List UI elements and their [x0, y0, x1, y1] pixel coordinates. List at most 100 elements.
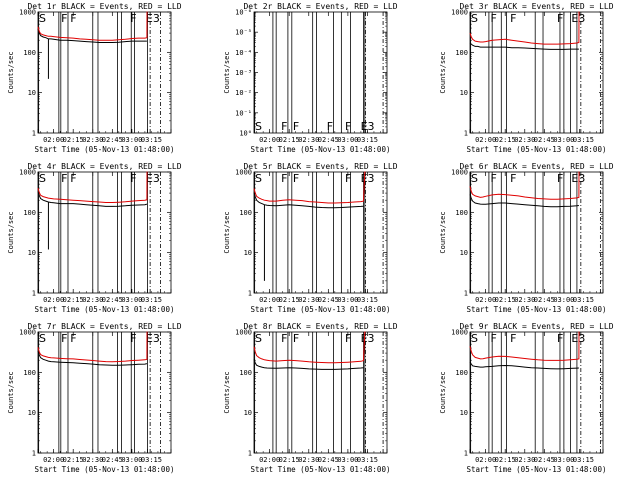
x-tick-label: 03:15	[141, 136, 162, 144]
x-axis-label: Start Time (05-Nov-13 01:48:00)	[467, 465, 607, 474]
x-tick-label: 02:15	[279, 136, 300, 144]
y-tick-label: 10⁰	[239, 130, 252, 138]
x-axis-label: Start Time (05-Nov-13 01:48:00)	[35, 305, 175, 314]
x-axis-label: Start Time (05-Nov-13 01:48:00)	[251, 305, 391, 314]
panel-det-8r: Det 8r BLACK = Events, RED = LLD Counts/s…	[223, 322, 398, 474]
panel-title: Det 1r BLACK = Events, RED = LLD	[27, 2, 181, 11]
flag-label: E3	[146, 12, 160, 25]
y-axis-label: Counts/sec	[223, 211, 231, 253]
x-tick-label: 03:00	[553, 136, 574, 144]
panel-title: Det 5r BLACK = Events, RED = LLD	[243, 162, 397, 171]
x-tick-label: 02:30	[82, 456, 103, 464]
panel-title: Det 8r BLACK = Events, RED = LLD	[243, 322, 397, 331]
x-tick-label: 03:15	[357, 296, 378, 304]
x-tick-label: 02:00	[43, 136, 64, 144]
flag-label: S	[39, 332, 46, 345]
x-tick-label: 02:30	[298, 136, 319, 144]
flag-label: F	[491, 332, 497, 345]
y-tick-label: 10	[28, 249, 36, 257]
flag-label: S	[255, 332, 262, 345]
series-lld	[253, 171, 366, 204]
flag-label: F	[281, 120, 287, 133]
x-tick-label: 02:45	[318, 296, 339, 304]
flag-label: F	[61, 12, 67, 25]
y-tick-label: 100	[23, 49, 36, 57]
y-tick-label: 1000	[19, 329, 36, 337]
x-tick-label: 02:15	[63, 136, 84, 144]
panel-title: Det 9r BLACK = Events, RED = LLD	[459, 322, 613, 331]
flag-label: F	[557, 172, 563, 185]
flag-label: F	[70, 12, 76, 25]
flag-label: E3	[361, 172, 375, 185]
x-tick-label: 02:00	[43, 456, 64, 464]
x-tick-label: 02:00	[475, 136, 496, 144]
x-axis-label: Start Time (05-Nov-13 01:48:00)	[251, 145, 391, 154]
x-tick-label: 02:15	[495, 136, 516, 144]
y-tick-label: 1	[464, 450, 468, 458]
y-tick-label: 100	[239, 209, 252, 217]
plot-frame	[253, 331, 388, 454]
x-tick-label: 03:15	[357, 136, 378, 144]
x-tick-label: 02:45	[318, 456, 339, 464]
panel-title: Det 3r BLACK = Events, RED = LLD	[459, 2, 613, 11]
x-tick-label: 03:00	[121, 136, 142, 144]
series-events	[253, 359, 364, 370]
flag-label: F	[491, 172, 497, 185]
flag-label: S	[255, 120, 262, 133]
flag-label: S	[39, 172, 46, 185]
x-tick-label: 03:15	[573, 456, 594, 464]
flag-label: S	[39, 12, 46, 25]
plot-frame	[253, 171, 388, 294]
flag-label: S	[255, 172, 262, 185]
flag-label: F	[510, 172, 516, 185]
y-axis-label: Counts/sec	[7, 211, 15, 253]
x-tick-label: 03:00	[337, 296, 358, 304]
series-lld	[253, 331, 366, 364]
panel-title: Det 2r BLACK = Events, RED = LLD	[243, 2, 397, 11]
x-axis-label: Start Time (05-Nov-13 01:48:00)	[467, 145, 607, 154]
x-tick-label: 02:30	[298, 296, 319, 304]
x-tick-label: 02:00	[259, 456, 280, 464]
x-tick-label: 03:00	[337, 456, 358, 464]
y-tick-label: 100	[239, 369, 252, 377]
y-tick-label: 100	[455, 209, 468, 217]
x-tick-label: 03:15	[141, 296, 162, 304]
flag-label: F	[70, 172, 76, 185]
panel-title: Det 7r BLACK = Events, RED = LLD	[27, 322, 181, 331]
x-tick-label: 02:15	[63, 456, 84, 464]
flag-label: E3	[146, 332, 160, 345]
y-tick-label: 10	[244, 409, 252, 417]
y-tick-label: 1000	[235, 169, 252, 177]
x-axis-label: Start Time (05-Nov-13 01:48:00)	[467, 305, 607, 314]
x-tick-label: 03:15	[573, 296, 594, 304]
x-tick-label: 03:00	[337, 136, 358, 144]
y-tick-label: 1000	[19, 169, 36, 177]
series-lld	[37, 331, 148, 363]
flag-label: F	[345, 172, 351, 185]
plot-frame	[37, 11, 172, 134]
flag-label: F	[70, 332, 76, 345]
y-tick-label: 1000	[451, 329, 468, 337]
y-tick-label: 100	[23, 209, 36, 217]
flag-label: S	[471, 12, 478, 25]
series-lld	[469, 331, 580, 361]
y-tick-label: 1000	[235, 329, 252, 337]
y-tick-label: 1000	[19, 9, 36, 17]
x-tick-label: 02:45	[534, 136, 555, 144]
plot-frame	[253, 11, 388, 134]
x-axis-label: Start Time (05-Nov-13 01:48:00)	[35, 465, 175, 474]
plot-frame	[37, 331, 172, 454]
panel-det-1r: Det 1r BLACK = Events, RED = LLD Counts/s…	[7, 2, 182, 154]
plot-frame	[469, 331, 604, 454]
flag-label: F	[293, 332, 299, 345]
y-tick-label: 1000	[451, 9, 468, 17]
y-tick-label: 10	[28, 409, 36, 417]
x-tick-label: 02:00	[259, 136, 280, 144]
series-events	[37, 28, 147, 43]
x-tick-label: 02:45	[102, 136, 123, 144]
x-tick-label: 02:00	[475, 456, 496, 464]
flag-label: F	[510, 12, 516, 25]
x-tick-label: 02:00	[43, 296, 64, 304]
y-axis-label: Counts/sec	[7, 51, 15, 93]
y-tick-label: 1	[32, 450, 36, 458]
